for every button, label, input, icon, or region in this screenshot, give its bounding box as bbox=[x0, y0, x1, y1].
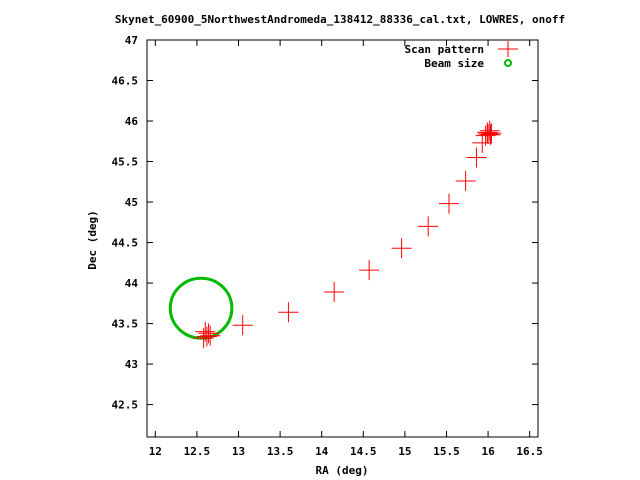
scan-point bbox=[324, 281, 345, 302]
y-tick: 46 bbox=[125, 115, 538, 128]
y-axis-label: Dec (deg) bbox=[86, 210, 99, 270]
y-tick: 44.5 bbox=[112, 237, 538, 250]
x-tick: 13.5 bbox=[267, 40, 294, 458]
x-tick: 13 bbox=[232, 40, 245, 458]
y-tick-label: 47 bbox=[125, 34, 138, 47]
x-tick-label: 14.5 bbox=[350, 445, 377, 458]
y-tick: 47 bbox=[125, 34, 538, 47]
scan-point bbox=[477, 122, 498, 143]
x-tick-label: 16.5 bbox=[516, 445, 543, 458]
y-tick: 45 bbox=[125, 196, 538, 209]
x-tick-label: 12.5 bbox=[184, 445, 211, 458]
x-tick-label: 14 bbox=[315, 445, 329, 458]
scan-point bbox=[198, 323, 219, 344]
x-tick: 12.5 bbox=[184, 40, 211, 458]
x-tick-label: 16 bbox=[481, 445, 495, 458]
legend-label-beam-size: Beam size bbox=[424, 57, 484, 70]
scan-point bbox=[200, 325, 221, 346]
scan-point bbox=[481, 123, 502, 144]
x-tick: 15 bbox=[398, 40, 412, 458]
scan-point bbox=[278, 302, 299, 323]
legend-marker-scan-pattern bbox=[498, 41, 518, 57]
x-tick: 16.5 bbox=[516, 40, 543, 458]
y-tick: 45.5 bbox=[112, 156, 538, 169]
scan-point bbox=[196, 326, 217, 347]
scan-point bbox=[455, 170, 476, 191]
x-axis-ticks: 12 12.5 13 13.5 14 14.5 15 15.5 16 16.5 bbox=[149, 40, 543, 458]
scan-point bbox=[438, 193, 459, 214]
y-tick: 44 bbox=[125, 277, 538, 290]
y-tick-label: 44 bbox=[125, 277, 139, 290]
scan-point bbox=[232, 315, 253, 336]
y-tick-label: 45 bbox=[125, 196, 138, 209]
legend-label-scan-pattern: Scan pattern bbox=[405, 43, 484, 56]
scan-point bbox=[472, 132, 493, 153]
y-tick: 43 bbox=[125, 358, 538, 371]
y-tick-label: 45.5 bbox=[112, 156, 139, 169]
scan-point bbox=[478, 123, 499, 144]
scan-point bbox=[195, 321, 216, 342]
y-tick-label: 46.5 bbox=[112, 75, 139, 88]
y-axis-ticks: 42.5 43 43.5 44 44.5 45 45.5 46 46.5 47 bbox=[112, 34, 538, 412]
scan-pattern-series bbox=[193, 120, 502, 349]
x-axis-label: RA (deg) bbox=[316, 464, 369, 477]
x-tick: 16 bbox=[481, 40, 495, 458]
scan-point bbox=[359, 260, 380, 281]
x-tick: 14 bbox=[315, 40, 329, 458]
x-tick-label: 15.5 bbox=[433, 445, 460, 458]
scan-point bbox=[391, 238, 412, 259]
x-tick-label: 13.5 bbox=[267, 445, 294, 458]
plot-frame bbox=[146, 39, 539, 438]
beam-circle bbox=[168, 276, 234, 340]
x-tick-label: 15 bbox=[398, 445, 411, 458]
y-tick: 42.5 bbox=[112, 399, 538, 412]
y-tick-label: 44.5 bbox=[112, 237, 139, 250]
chart-title: Skynet_60900_5NorthwestAndromeda_138412_… bbox=[115, 13, 565, 26]
legend: Scan pattern Beam size bbox=[405, 41, 518, 70]
x-tick: 12 bbox=[149, 40, 162, 458]
y-tick: 46.5 bbox=[112, 75, 538, 88]
beam-size-series bbox=[168, 276, 234, 340]
scan-point bbox=[475, 125, 496, 146]
scan-point bbox=[480, 124, 501, 145]
y-tick-label: 46 bbox=[125, 115, 139, 128]
y-tick-label: 42.5 bbox=[112, 399, 139, 412]
scan-point bbox=[466, 147, 487, 168]
x-tick: 15.5 bbox=[433, 40, 460, 458]
y-tick: 43.5 bbox=[112, 318, 538, 331]
x-tick-label: 12 bbox=[149, 445, 162, 458]
scan-point bbox=[479, 120, 500, 141]
x-tick: 14.5 bbox=[350, 40, 377, 458]
y-tick-label: 43.5 bbox=[112, 318, 139, 331]
x-tick-label: 13 bbox=[232, 445, 245, 458]
scan-point bbox=[418, 216, 439, 237]
legend-marker-beam-size bbox=[504, 59, 512, 67]
y-tick-label: 43 bbox=[125, 358, 138, 371]
